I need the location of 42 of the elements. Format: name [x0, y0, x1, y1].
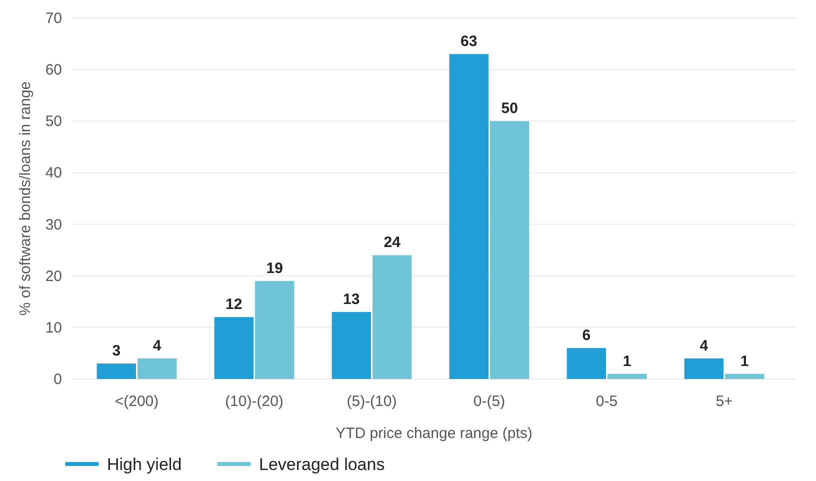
- bar: [566, 348, 606, 379]
- bar: [490, 121, 530, 379]
- y-tick-label: 50: [45, 113, 62, 130]
- data-label: 1: [622, 352, 632, 370]
- bar: [608, 374, 647, 379]
- x-axis-title: YTD price change range (pts): [336, 425, 532, 442]
- y-axis-title: % of software bonds/loans in range: [17, 81, 34, 316]
- x-tick-label: <(200): [114, 393, 159, 410]
- legend-label: High yield: [107, 455, 182, 474]
- data-label: 1: [740, 352, 749, 370]
- y-tick-label: 0: [54, 371, 62, 388]
- y-tick-label: 30: [45, 216, 62, 234]
- bar: [332, 312, 371, 379]
- data-label: 63: [460, 33, 478, 50]
- legend-label: Leveraged loans: [259, 455, 385, 474]
- x-tick-label: (10)-(20): [225, 393, 284, 410]
- x-tick-label: (5)-(10): [346, 393, 397, 410]
- x-tick-label: 0-5: [596, 393, 618, 410]
- y-tick-label: 40: [45, 164, 62, 182]
- bar: [96, 364, 136, 379]
- bar: [449, 54, 488, 379]
- data-label: 13: [343, 290, 360, 308]
- data-label: 3: [112, 342, 121, 360]
- x-tick-label: 0-(5): [473, 393, 506, 410]
- data-label: 6: [582, 327, 591, 344]
- bar: [684, 358, 724, 379]
- y-tick-label: 10: [45, 319, 62, 336]
- data-label: 24: [384, 234, 402, 252]
- y-tick-label: 60: [45, 62, 62, 79]
- data-label: 4: [700, 337, 709, 354]
- x-tick-label: 5+: [716, 393, 734, 410]
- data-label: 4: [152, 337, 162, 354]
- y-tick-label: 70: [45, 10, 62, 27]
- bar: [214, 317, 254, 379]
- data-label: 50: [501, 100, 518, 118]
- bar: [725, 374, 764, 379]
- bar: [255, 281, 294, 379]
- data-label: 19: [266, 260, 283, 278]
- y-tick-label: 20: [45, 268, 62, 285]
- data-label: 12: [226, 296, 242, 314]
- bar: [138, 358, 177, 379]
- bar: [372, 255, 412, 379]
